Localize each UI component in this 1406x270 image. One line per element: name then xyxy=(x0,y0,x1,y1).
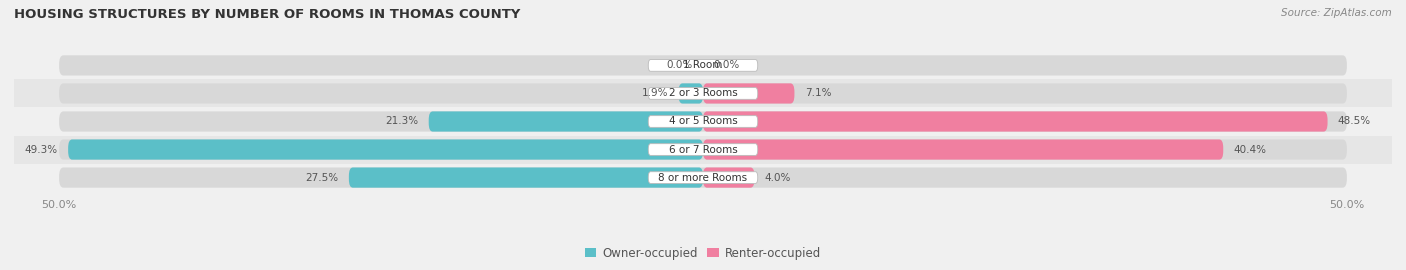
Text: 1.9%: 1.9% xyxy=(641,89,668,99)
Text: 27.5%: 27.5% xyxy=(305,173,339,183)
Text: 0.0%: 0.0% xyxy=(666,60,693,70)
Text: 4.0%: 4.0% xyxy=(765,173,792,183)
Text: 0.0%: 0.0% xyxy=(713,60,740,70)
FancyBboxPatch shape xyxy=(703,167,755,188)
FancyBboxPatch shape xyxy=(59,55,1347,76)
FancyBboxPatch shape xyxy=(703,139,1223,160)
Text: 4 or 5 Rooms: 4 or 5 Rooms xyxy=(669,116,737,127)
Bar xyxy=(7,136,1399,164)
FancyBboxPatch shape xyxy=(648,60,758,71)
FancyBboxPatch shape xyxy=(703,112,1327,131)
Text: 21.3%: 21.3% xyxy=(385,116,419,127)
FancyBboxPatch shape xyxy=(648,172,758,183)
Text: 1 Room: 1 Room xyxy=(683,60,723,70)
Text: 49.3%: 49.3% xyxy=(25,144,58,154)
Bar xyxy=(7,107,1399,136)
Bar xyxy=(7,164,1399,192)
Text: 2 or 3 Rooms: 2 or 3 Rooms xyxy=(669,89,737,99)
FancyBboxPatch shape xyxy=(59,112,1347,131)
Bar xyxy=(7,79,1399,107)
Text: Source: ZipAtlas.com: Source: ZipAtlas.com xyxy=(1281,8,1392,18)
FancyBboxPatch shape xyxy=(648,144,758,156)
Bar xyxy=(7,51,1399,79)
FancyBboxPatch shape xyxy=(429,112,703,131)
FancyBboxPatch shape xyxy=(648,116,758,127)
Text: 40.4%: 40.4% xyxy=(1233,144,1267,154)
Text: 6 or 7 Rooms: 6 or 7 Rooms xyxy=(669,144,737,154)
FancyBboxPatch shape xyxy=(67,139,703,160)
FancyBboxPatch shape xyxy=(59,167,1347,188)
FancyBboxPatch shape xyxy=(59,83,1347,104)
FancyBboxPatch shape xyxy=(648,87,758,99)
FancyBboxPatch shape xyxy=(349,167,703,188)
FancyBboxPatch shape xyxy=(703,83,794,104)
Text: 8 or more Rooms: 8 or more Rooms xyxy=(658,173,748,183)
FancyBboxPatch shape xyxy=(679,83,703,104)
Text: 7.1%: 7.1% xyxy=(804,89,831,99)
Legend: Owner-occupied, Renter-occupied: Owner-occupied, Renter-occupied xyxy=(579,242,827,264)
Text: HOUSING STRUCTURES BY NUMBER OF ROOMS IN THOMAS COUNTY: HOUSING STRUCTURES BY NUMBER OF ROOMS IN… xyxy=(14,8,520,21)
Text: 48.5%: 48.5% xyxy=(1339,116,1371,127)
FancyBboxPatch shape xyxy=(59,139,1347,160)
